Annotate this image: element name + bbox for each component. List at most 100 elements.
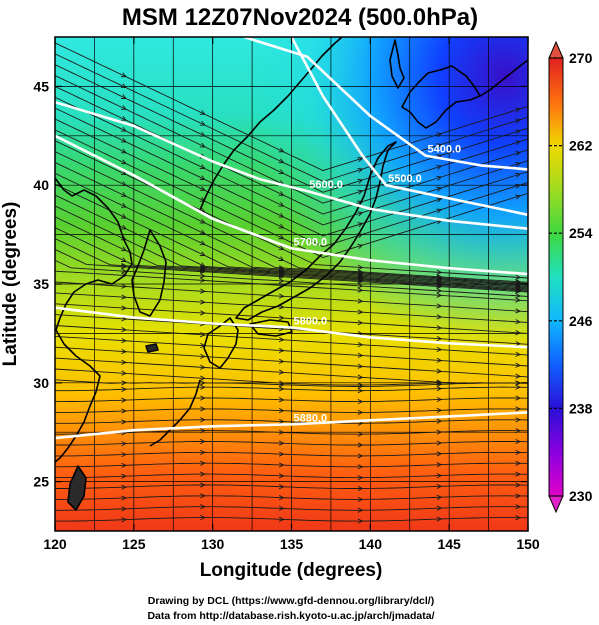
wind-arrow: [200, 482, 206, 488]
colorbar-scale: [548, 57, 564, 497]
wind-arrow: [436, 451, 443, 457]
wind-arrow: [515, 493, 522, 499]
wind-arrow: [278, 191, 285, 196]
wind-arrow: [436, 164, 443, 170]
wind-arrow: [515, 161, 522, 167]
wind-arrow: [120, 192, 127, 197]
streamline: [55, 419, 528, 424]
wind-arrow: [515, 194, 522, 200]
wind-arrow: [515, 380, 522, 386]
wind-arrow: [357, 269, 364, 275]
wind-arrow: [436, 208, 443, 214]
wind-arrow: [200, 493, 206, 499]
wind-arrow: [436, 143, 443, 149]
wind-arrow: [278, 380, 285, 386]
wind-arrow: [357, 264, 364, 270]
wind-arrow: [515, 471, 522, 477]
wind-arrow: [199, 110, 206, 115]
streamline: [55, 162, 528, 284]
streamline: [55, 484, 528, 489]
contour-label: 5600.0: [309, 179, 343, 191]
wind-arrow: [515, 274, 522, 280]
wind-arrow: [436, 132, 443, 138]
wind-arrow: [120, 126, 127, 132]
credit-drawing: Drawing by DCL (https://www.gfd-dennou.o…: [148, 595, 434, 607]
wind-arrow: [199, 175, 206, 180]
wind-arrow: [515, 118, 522, 124]
shikoku-coast: [249, 319, 293, 337]
wind-arrow: [200, 449, 206, 455]
wind-arrow: [120, 94, 127, 99]
streamline: [55, 346, 528, 378]
wind-arrow: [121, 337, 128, 344]
wind-arrow: [278, 429, 285, 435]
wind-arrow: [121, 408, 128, 414]
wind-arrow: [357, 431, 364, 437]
wind-arrow: [121, 451, 128, 458]
streamline: [55, 53, 528, 182]
streamline: [55, 506, 528, 511]
wind-arrow: [515, 373, 522, 379]
ryukyu-islands: [149, 379, 201, 447]
wind-arrow: [436, 269, 443, 275]
wind-arrow: [120, 159, 127, 165]
streamline: [55, 172, 528, 285]
wind-arrow: [120, 148, 127, 154]
x-tick-label: 145: [437, 536, 461, 552]
wind-arrow: [120, 170, 127, 176]
contour-line: [290, 37, 528, 217]
kuril-islands: [479, 59, 528, 97]
wind-arrow: [515, 362, 522, 368]
russian-coast: [199, 37, 343, 211]
sakhalin-coast: [389, 39, 405, 89]
wind-streamlines: [55, 42, 528, 524]
geopotential-height-contours: 5400.0 5500.0 5600.0 5700.0 5800.0 5880.0: [55, 37, 528, 440]
wind-arrow: [357, 442, 364, 448]
wind-arrow: [357, 341, 364, 348]
wind-arrow: [199, 164, 206, 170]
colorbar-ticks: 230 238 246 254 262 270: [549, 50, 593, 504]
wind-arrow: [357, 496, 364, 502]
wind-arrow: [278, 418, 285, 425]
wind-arrow: [436, 335, 443, 342]
contour-label: 5700.0: [294, 236, 328, 248]
streamline: [55, 379, 528, 387]
wind-arrow: [121, 386, 128, 392]
streamline: [55, 238, 528, 292]
colorbar-max-arrow: [548, 40, 564, 59]
wind-arrow: [121, 397, 128, 403]
contour-label: 5880.0: [294, 412, 328, 424]
wind-arrow: [515, 351, 522, 357]
wind-arrow: [199, 218, 206, 224]
streamline: [55, 140, 528, 279]
streamline: [55, 248, 528, 293]
wind-arrow: [436, 186, 443, 192]
wind-arrow: [515, 278, 522, 285]
wind-arrow: [357, 157, 364, 162]
wind-arrow: [121, 506, 128, 512]
wind-arrow: [357, 283, 364, 289]
wind-arrow: [120, 72, 127, 78]
wind-arrow: [515, 395, 522, 401]
wind-arrow: [199, 142, 206, 148]
wind-arrow: [121, 359, 128, 365]
wind-arrow: [199, 299, 206, 305]
wind-arrow: [436, 516, 443, 522]
wind-arrow: [357, 399, 364, 405]
wind-arrow: [199, 251, 206, 257]
wind-arrow: [436, 380, 443, 386]
wind-arrow: [515, 384, 522, 390]
wind-arrow: [200, 417, 206, 423]
wind-arrow: [357, 453, 364, 459]
streamline: [55, 216, 528, 290]
wind-arrow: [121, 473, 128, 479]
wind-arrow: [199, 364, 206, 370]
wind-arrow: [200, 438, 206, 445]
streamline: [55, 227, 528, 291]
chart-title: MSM 12Z07Nov2024 (500.0hPa): [122, 4, 478, 31]
wind-arrow: [357, 363, 364, 369]
wind-arrow: [515, 172, 522, 178]
wind-arrow: [278, 462, 285, 468]
wind-arrow: [278, 494, 285, 501]
wind-arrow: [436, 462, 443, 468]
